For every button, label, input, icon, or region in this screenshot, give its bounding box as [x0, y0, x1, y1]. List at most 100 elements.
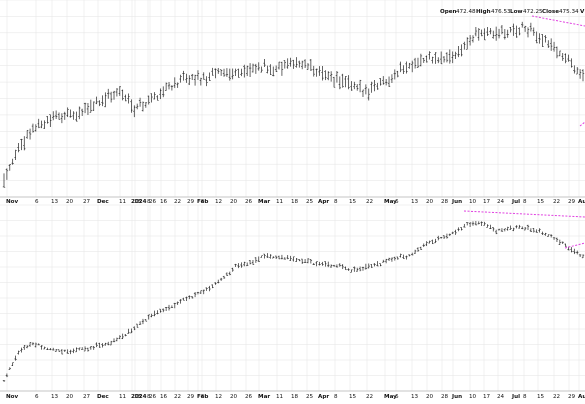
x-tick-label: 18 [291, 394, 299, 400]
x-tick-label: 26 [149, 199, 157, 205]
x-tick-label: 11 [119, 394, 127, 400]
x-tick-label: 16 [160, 394, 168, 400]
trendlines [463, 15, 585, 249]
close-value: 475.34 [559, 9, 579, 15]
x-tick-label: 13 [411, 394, 419, 400]
x-tick-label: 10 [469, 199, 477, 205]
x-tick-label: 8 [523, 199, 527, 205]
x-tick-label: Feb [197, 394, 208, 400]
x-tick-label: 13 [411, 199, 419, 205]
x-tick-label: May [384, 394, 397, 400]
x-tick-label: Feb [197, 199, 208, 205]
x-tick-label: Mar [258, 394, 270, 400]
open-label: Open [440, 9, 457, 15]
trendline-bottom-resistance [463, 210, 585, 218]
x-tick-label: 29 [187, 394, 195, 400]
x-tick-label: Jul [511, 199, 520, 205]
x-tick-label: 27 [83, 394, 91, 400]
x-tick-label: Jun [451, 199, 462, 205]
x-tick-label: 20 [426, 199, 434, 205]
x-tick-label: 16 [160, 199, 168, 205]
x-tick-label: 22 [366, 394, 373, 400]
x-tick-label: 15 [537, 394, 545, 400]
x-tick-label: 15 [537, 199, 545, 205]
x-tick-label: Aug [578, 199, 585, 205]
price-bars [2, 21, 585, 382]
x-tick-label: 8 [334, 394, 338, 400]
x-tick-label: 22 [174, 199, 181, 205]
x-tick-label: 29 [568, 199, 576, 205]
x-tick-label: 12 [215, 199, 222, 205]
x-tick-label: 18 [291, 199, 299, 205]
x-tick-label: 10 [469, 394, 477, 400]
x-tick-label: Mar [258, 199, 270, 205]
x-tick-label: 13 [51, 199, 59, 205]
x-tick-label: 24 [497, 199, 505, 205]
x-tick-label: Jun [451, 394, 462, 400]
x-tick-label: 22 [174, 394, 181, 400]
x-tick-label: 25 [306, 394, 314, 400]
x-tick-label: 2024 [131, 394, 147, 400]
x-tick-label: 5 [201, 199, 205, 205]
x-tick-label: 22 [553, 199, 560, 205]
x-tick-label: 17 [483, 394, 491, 400]
x-tick-label: 13 [51, 394, 59, 400]
x-tick-label: 22 [366, 199, 373, 205]
x-tick-label: Jul [511, 394, 520, 400]
x-tick-label: 22 [553, 394, 560, 400]
x-tick-label: 6 [395, 199, 399, 205]
x-tick-label: 15 [349, 199, 357, 205]
x-tick-label: 25 [306, 199, 314, 205]
x-tick-label: 28 [441, 199, 449, 205]
open-value: 472.48 [456, 9, 476, 15]
x-tick-label: Dec [97, 199, 109, 205]
x-tick-label: 8 [523, 394, 527, 400]
x-tick-label: 5 [201, 394, 205, 400]
x-tick-label: 28 [441, 394, 449, 400]
high-label: High [476, 9, 491, 15]
x-tick-label: 27 [83, 199, 91, 205]
x-tick-label: Dec [97, 394, 109, 400]
trailing-label: V [580, 9, 585, 15]
x-tick-label: 26 [245, 199, 253, 205]
x-tick-label: 17 [483, 199, 491, 205]
low-label: Low [510, 9, 523, 15]
x-tick-label: Nov [6, 199, 19, 205]
x-tick-label: 11 [276, 199, 284, 205]
x-tick-label: Apr [318, 199, 329, 205]
low-value: 472.25 [523, 9, 543, 15]
trendline-top-support [579, 121, 585, 127]
x-tick-label: 6 [35, 199, 39, 205]
x-tick-label: 8 [334, 199, 338, 205]
x-tick-label: 12 [215, 394, 222, 400]
x-tick-label: 20 [230, 394, 238, 400]
x-tick-label: 26 [149, 394, 157, 400]
x-tick-label: 2024 [131, 199, 147, 205]
x-tick-label: 15 [349, 394, 357, 400]
trendline-top-resistance [531, 15, 585, 27]
x-tick-label: Apr [318, 394, 329, 400]
x-tick-label: 24 [497, 394, 505, 400]
x-tick-label: 18 [134, 199, 142, 205]
x-tick-label: 20 [426, 394, 434, 400]
x-tick-label: 20 [66, 199, 74, 205]
x-tick-label: 6 [395, 394, 399, 400]
x-tick-label: Aug [578, 394, 585, 400]
x-tick-label: 20 [230, 199, 238, 205]
x-tick-label: 29 [187, 199, 195, 205]
close-label: Close [542, 9, 559, 15]
x-tick-label: May [384, 199, 397, 205]
x-tick-label: 29 [568, 394, 576, 400]
x-tick-label: 11 [276, 394, 284, 400]
high-value: 476.53 [491, 9, 511, 15]
x-tick-label: Nov [6, 394, 19, 400]
ohlc-readout: Open 472.48 High 476.53 Low 472.25 Close… [440, 9, 585, 15]
x-tick-label: 8 [147, 394, 151, 400]
x-tick-label: 26 [245, 394, 253, 400]
x-tick-label: 8 [147, 199, 151, 205]
x-tick-label: 11 [119, 199, 127, 205]
x-tick-label: 20 [66, 394, 74, 400]
